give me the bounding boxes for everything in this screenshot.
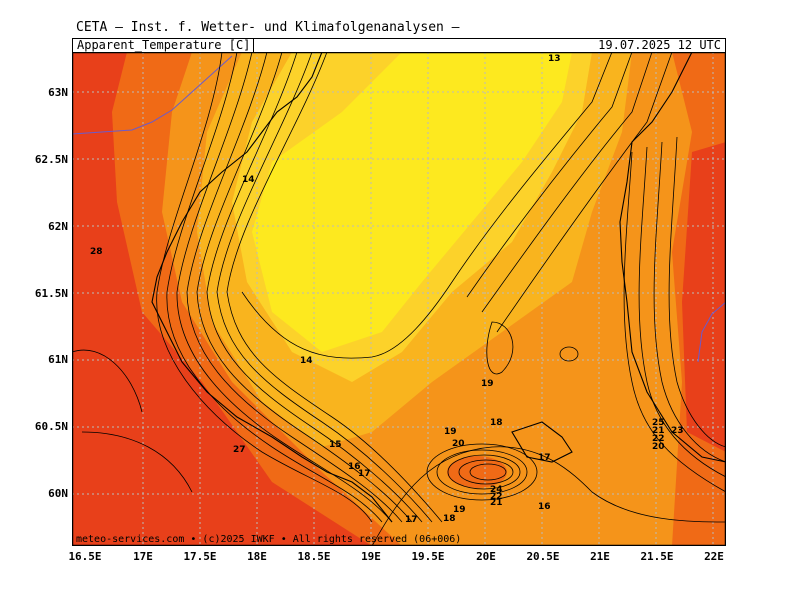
contour-label: 21 xyxy=(652,426,665,436)
coolest-zone xyxy=(252,52,572,352)
contour-label: 20 xyxy=(452,439,465,449)
east-hot-strip xyxy=(682,142,726,452)
contour-label: 27 xyxy=(233,445,246,455)
lon-label: 16.5E xyxy=(68,550,102,563)
contour-label: 24 xyxy=(490,485,503,495)
lat-label: 60.5N xyxy=(34,420,68,433)
contour-label: 17 xyxy=(405,515,418,525)
national-border-east xyxy=(697,301,726,363)
contour-label: 25 xyxy=(652,418,665,428)
coastline xyxy=(151,52,726,523)
lon-label: 17.5E xyxy=(183,550,217,563)
lon-label: 21E xyxy=(590,550,610,563)
contour-label: 13 xyxy=(548,54,561,64)
lon-label: 19E xyxy=(361,550,381,563)
contour-label: 19 xyxy=(453,505,466,515)
contour-label: 23 xyxy=(671,426,684,436)
contour-label: 28 xyxy=(90,247,103,257)
contour-label: 16 xyxy=(538,502,551,512)
contour-label: 22 xyxy=(652,434,665,444)
contour-label: 22 xyxy=(490,492,503,502)
temperature-map: 13 14 28 14 19 27 15 16 17 19 20 18 17 2… xyxy=(72,52,726,546)
lon-label: 21.5E xyxy=(640,550,674,563)
national-border xyxy=(72,55,233,135)
contour-label: 14 xyxy=(300,356,313,366)
contour-label: 17 xyxy=(538,453,551,463)
contour-label: 18 xyxy=(443,514,456,524)
contour-label: 20 xyxy=(652,442,665,452)
contour-label: 18 xyxy=(490,418,503,428)
map-frame xyxy=(72,52,726,546)
contour-labels: 13 14 28 14 19 27 15 16 17 19 20 18 17 2… xyxy=(90,54,684,525)
lon-label: 22E xyxy=(704,550,724,563)
contours xyxy=(72,52,726,546)
contour-label: 14 xyxy=(242,175,255,185)
grid xyxy=(72,52,726,546)
info-bar: Apparent_Temperature [C] 19.07.2025 12 U… xyxy=(72,38,726,52)
contour-label: 21 xyxy=(490,498,503,508)
lat-label: 62.5N xyxy=(34,153,68,166)
lat-label: 63N xyxy=(48,86,68,99)
contour-label: 19 xyxy=(481,379,494,389)
lat-label: 61.5N xyxy=(34,287,68,300)
lat-label: 62N xyxy=(48,220,68,233)
contour-label: 17 xyxy=(358,469,371,479)
contour-label: 15 xyxy=(329,440,342,450)
lon-label: 18.5E xyxy=(297,550,331,563)
lon-label: 20E xyxy=(476,550,496,563)
valid-time-label: 19.07.2025 12 UTC xyxy=(598,38,721,52)
parameter-label: Apparent_Temperature [C] xyxy=(77,38,255,52)
lon-label: 20.5E xyxy=(526,550,560,563)
contour-label: 19 xyxy=(444,427,457,437)
lon-label: 18E xyxy=(247,550,267,563)
map-title: CETA — Inst. f. Wetter- und Klimafolgena… xyxy=(76,20,460,35)
lat-label: 60N xyxy=(48,487,68,500)
contour-label: 16 xyxy=(348,462,361,472)
lon-label: 17E xyxy=(133,550,153,563)
copyright-footer: meteo-services.com • (c)2025 IWKF • All … xyxy=(76,534,462,545)
lon-label: 19.5E xyxy=(411,550,445,563)
lat-label: 61N xyxy=(48,353,68,366)
